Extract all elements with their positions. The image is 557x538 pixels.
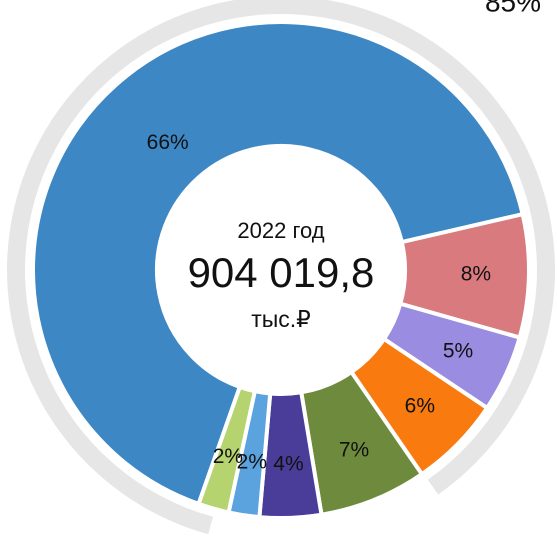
segment-label: 2% <box>237 450 267 473</box>
center-year: 2022 год <box>237 218 324 243</box>
segment-label: 7% <box>339 438 369 461</box>
donut-segment <box>31 20 526 507</box>
center-unit: тыс.₽ <box>251 306 311 332</box>
segment-label: 2% <box>213 445 243 468</box>
segment-label: 8% <box>461 262 491 285</box>
annotation: 85% <box>485 0 541 17</box>
donut-segment <box>196 384 258 515</box>
segment-label: 4% <box>273 452 303 475</box>
segment-label: 5% <box>443 339 473 362</box>
center-total: 904 019,8 <box>188 249 375 296</box>
segment-label: 66% <box>147 131 189 154</box>
segment-label: 6% <box>405 394 435 417</box>
